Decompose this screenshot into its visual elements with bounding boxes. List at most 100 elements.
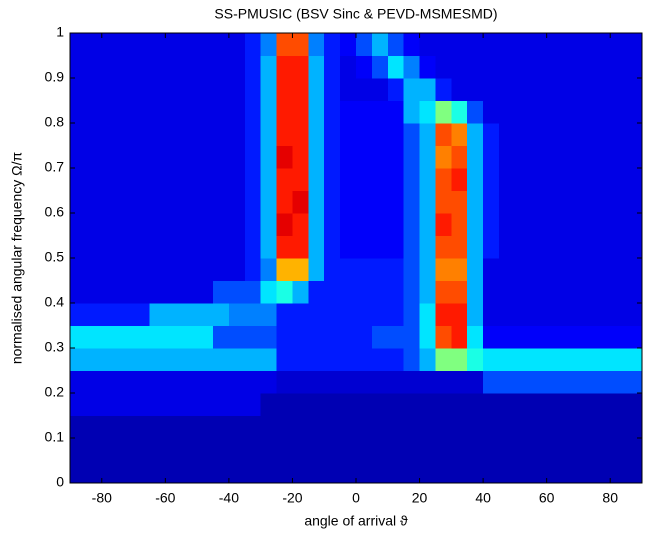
heatmap-cell (292, 303, 309, 327)
heatmap-cell (483, 235, 500, 259)
heatmap-cell (610, 33, 627, 57)
heatmap-cell (324, 303, 341, 327)
heatmap-cell (213, 280, 230, 304)
heatmap-cell (419, 258, 437, 282)
heatmap-cell (165, 78, 182, 102)
heatmap-cell (467, 460, 484, 484)
heatmap-cell (435, 280, 452, 304)
heatmap-cell (546, 415, 564, 439)
heatmap-cell (308, 370, 325, 394)
heatmap-cell (260, 33, 278, 57)
heatmap-cell (514, 235, 532, 259)
heatmap-cell (228, 303, 246, 327)
heatmap-cell (387, 393, 405, 417)
heatmap-cell (356, 235, 373, 259)
heatmap-cell (101, 258, 119, 282)
heatmap-cell (578, 190, 595, 214)
heatmap-cell (403, 145, 421, 169)
heatmap-cell (499, 325, 516, 349)
heatmap-cell (260, 78, 278, 102)
y-axis-label: normalised angular frequency Ω/π (9, 151, 25, 364)
heatmap-cell (340, 33, 357, 57)
heatmap-cell (197, 370, 214, 394)
heatmap-cell (483, 460, 500, 484)
heatmap-cell (546, 190, 564, 214)
heatmap-cell (403, 348, 421, 372)
heatmap-cell (324, 415, 341, 439)
heatmap-cell (371, 460, 389, 484)
heatmap-cell (435, 145, 452, 169)
heatmap-cell (546, 303, 564, 327)
y-tick-label: 0 (56, 474, 64, 490)
heatmap-cell (626, 100, 643, 124)
heatmap-cell (356, 460, 373, 484)
y-tick-label: 0.6 (45, 204, 65, 220)
heatmap-cell (213, 33, 230, 57)
heatmap-cell (514, 100, 532, 124)
heatmap-cell (435, 235, 452, 259)
heatmap-cell (117, 460, 135, 484)
heatmap-cell (228, 235, 246, 259)
heatmap-cell (133, 325, 151, 349)
heatmap-cell (499, 100, 516, 124)
heatmap-cell (562, 303, 580, 327)
heatmap-cell (451, 55, 468, 79)
heatmap-cell (467, 190, 484, 214)
heatmap-cell (610, 235, 627, 259)
heatmap-cell (626, 370, 643, 394)
heatmap-cell (467, 280, 484, 304)
heatmap-cell (228, 438, 246, 462)
heatmap-cell (387, 235, 405, 259)
heatmap-cell (133, 460, 151, 484)
heatmap-cell (467, 415, 484, 439)
heatmap-cell (85, 78, 103, 102)
heatmap-cell (435, 348, 452, 372)
heatmap-cell (85, 33, 103, 57)
heatmap-cell (403, 415, 421, 439)
heatmap-cell (276, 213, 294, 237)
heatmap-cell (276, 100, 294, 124)
heatmap-cell (499, 303, 516, 327)
heatmap-cell (610, 348, 627, 372)
heatmap-cell (419, 168, 437, 192)
heatmap-cell (578, 280, 595, 304)
heatmap-cell (562, 145, 580, 169)
heatmap-cell (546, 438, 564, 462)
heatmap-cell (562, 280, 580, 304)
heatmap-cell (149, 235, 166, 259)
heatmap-cell (435, 213, 452, 237)
heatmap-cell (101, 303, 119, 327)
heatmap-cell (324, 348, 341, 372)
heatmap-cell (403, 190, 421, 214)
heatmap-cell (260, 55, 278, 79)
heatmap-cell (514, 280, 532, 304)
heatmap-cell (594, 460, 611, 484)
heatmap-cell (610, 393, 627, 417)
heatmap-cell (610, 213, 627, 237)
heatmap-cell (292, 460, 309, 484)
heatmap-cell (260, 303, 278, 327)
heatmap-cell (419, 213, 437, 237)
heatmap-cell (626, 123, 643, 147)
heatmap-cell (578, 303, 595, 327)
heatmap-cell (435, 123, 452, 147)
heatmap-cell (340, 145, 357, 169)
heatmap-cell (594, 415, 611, 439)
heatmap-cell (101, 168, 119, 192)
heatmap-cell (228, 33, 246, 57)
heatmap-cell (562, 190, 580, 214)
heatmap-cell (197, 415, 214, 439)
heatmap-cell (308, 55, 325, 79)
heatmap-cell (610, 280, 627, 304)
heatmap-cell (594, 258, 611, 282)
heatmap-cell (292, 280, 309, 304)
heatmap-cell (626, 325, 643, 349)
heatmap-cell (308, 280, 325, 304)
heatmap-cell (101, 55, 119, 79)
x-tick-label: 60 (539, 490, 555, 506)
heatmap-cell (276, 303, 294, 327)
heatmap-cell (244, 168, 262, 192)
heatmap-cell (483, 438, 500, 462)
heatmap-cell (356, 55, 373, 79)
heatmap-cell (435, 78, 452, 102)
